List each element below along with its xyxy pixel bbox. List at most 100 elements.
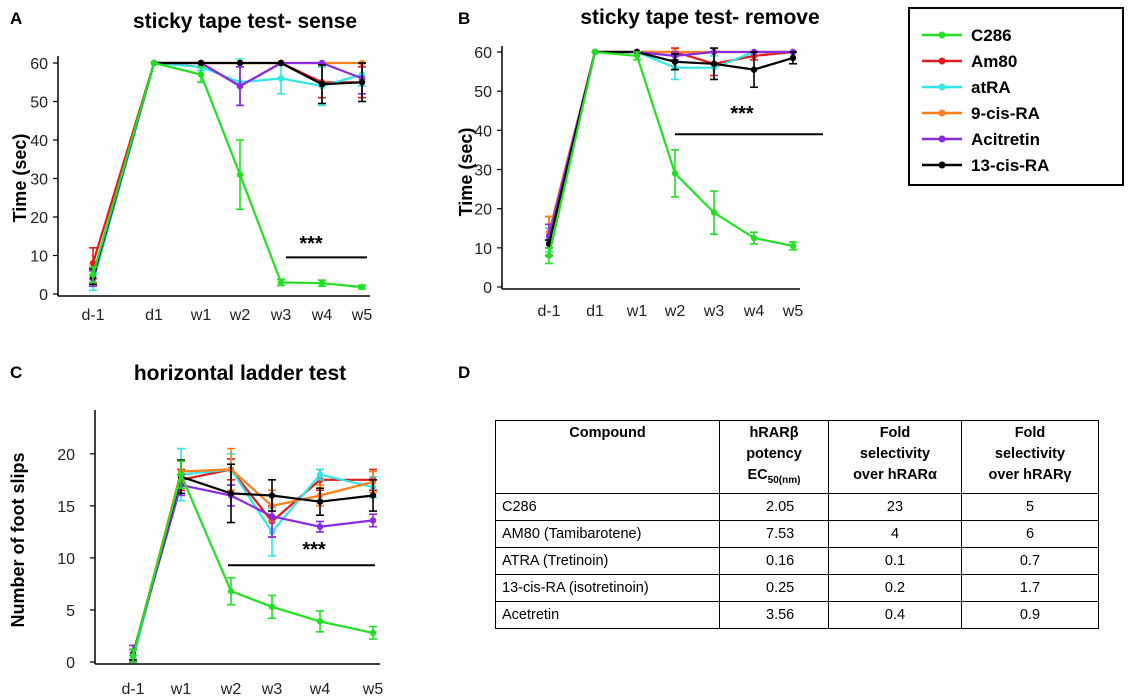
chart-b-x-tick-label: w5 [782,303,804,320]
chart-a-ylabel: Time (sec) [10,134,30,223]
chart-c-series-acitretin-point [268,513,276,520]
chart-a-x-tick-label: w3 [270,307,292,324]
chart-a-y-tick-label: 60 [30,56,48,73]
chart-c-ylabel: Number of foot slips [8,453,28,628]
chart-b-x-tick-label: w2 [664,303,686,320]
table-cell-alpha: 23 [828,492,962,521]
header-alpha-line3: over hRARα [853,467,937,483]
chart-b-series-9-cis-ra [545,48,797,249]
chart-b-y-tick-label: 50 [474,84,492,101]
chart-a-series-13-cis-ra-point [236,59,244,67]
chart-a-series-c286-point [236,171,244,178]
chart-a-series-13-cis-ra-point [197,59,205,67]
table-cell-gamma: 0.7 [961,546,1099,575]
chart-c-series-c286-point [369,629,377,637]
legend-item: C286 [922,26,1012,45]
legend-marker [938,161,946,169]
table-row: ATRA (Tretinoin) 0.16 0.1 0.7 [495,546,1099,575]
header-gamma-line2: selectivity [994,446,1066,462]
table-cell-compound: 13-cis-RA (isotretinoin) [495,573,720,602]
chart-a-series-atra [89,58,366,291]
chart-a-x-tick-label: w1 [190,307,212,324]
chart-b-series-c286-point [789,242,797,250]
chart-a-y-tick-label: 50 [30,95,48,112]
chart-c-series-am80-line [131,468,373,657]
chart-b-x-tick-label: d-1 [537,303,560,320]
chart-b-significance-label: *** [730,103,754,125]
header-potency-subscript: 50(nm) [767,474,801,486]
chart-b-series-13-cis-ra-point [671,58,679,65]
chart-b-series-c286-point [710,209,718,216]
chart-a-series-am80-point [89,260,97,267]
table-cell-potency: 7.53 [719,519,829,548]
legend-item: Am80 [922,52,1017,71]
chart-c-series-acitretin-point [316,523,324,530]
table-cell-alpha: 0.2 [828,573,962,602]
chart-b-plot: 0 10 20 30 40 50 60 d-1 d1 w1 w2 w3 w4 w5 *** [474,45,823,320]
table-row: Acetretin 3.56 0.4 0.9 [495,600,1099,629]
table-row: AM80 (Tamibarotene) 7.53 4 6 [495,519,1099,548]
chart-a-y-tick-label: 40 [30,133,48,150]
chart-a-series-c286-point [150,59,158,67]
chart-a-y-tick-label: 10 [30,249,48,266]
chart-b-x-tick-label: d1 [586,303,604,320]
legend-marker [938,109,946,117]
chart-a-series-13-cis-ra-point [358,79,366,86]
table-cell-alpha: 0.4 [828,600,962,629]
chart-a-x-tick-label: w5 [351,307,373,324]
chart-a-series-13-cis-ra-point [318,80,326,88]
chart-b-series-c286-point [671,170,679,177]
chart-a-series-am80 [89,59,366,280]
chart-a-plot: 0 10 20 30 40 50 60 d-1 d1 w1 w2 w3 w4 w5 *** [30,56,372,324]
panel-label-c: C [10,363,22,382]
chart-a-significance-label: *** [299,233,323,255]
chart-c-y-tick-label: 10 [57,551,75,568]
chart-b-y-tick-label: 0 [483,280,492,297]
chart-a-series-c286-point [318,280,326,287]
chart-a-series-c286-point [197,71,205,78]
chart-c-y-tick-label: 0 [66,655,75,672]
legend-item: 9-cis-RA [922,104,1040,123]
panel-label-b: B [458,9,470,28]
chart-c-plot: 0 5 10 15 20 d-1 w1 w2 w3 w4 w5 *** [57,410,383,698]
chart-b-ylabel: Time (sec) [456,128,476,217]
chart-c-x-tick-label: w4 [309,681,331,698]
chart-c-x-tick-label: w1 [170,681,192,698]
chart-c-series-c286-point [227,588,235,595]
chart-b-series-13-cis-ra-point [750,66,758,73]
chart-c-series-13-cis-ra-point [227,490,235,497]
chart-b-series-acitretin [545,48,797,249]
chart-c-x-tick-label: d-1 [121,681,144,698]
chart-b-y-tick-label: 40 [474,123,492,140]
chart-a-y-tick-label: 20 [30,210,48,227]
chart-b-series-c286-point [545,252,553,259]
header-potency-line2: potency [746,446,802,462]
chart-c-series-c286 [129,460,377,663]
chart-c-x-tick-label: w2 [220,681,242,698]
chart-b-series-atra [545,48,797,253]
table-cell-gamma: 5 [961,492,1099,521]
chart-c-series-c286-point [129,652,137,659]
chart-b-series-13-cis-ra-point [789,54,797,62]
chart-c-series-acitretin-point [369,517,377,524]
panel-label-a: A [10,9,22,28]
header-alpha-line2: selectivity [859,446,931,462]
chart-c-series-13-cis-ra-point [316,498,324,505]
chart-b-x-tick-label: w1 [626,303,648,320]
chart-a-x-tick-label: w2 [229,307,251,324]
chart-a-y-tick-label: 30 [30,172,48,189]
chart-c-series-acitretin-line [131,483,374,655]
chart-b-series-c286-point [591,48,599,56]
chart-b-series-13-cis-ra [545,47,797,249]
table-cell-potency: 0.25 [719,573,829,602]
chart-a-title: sticky tape test- sense [133,10,357,33]
chart-a-series-13-cis-ra [89,59,366,286]
legend-marker [938,83,946,91]
panel-label-d: D [458,363,470,382]
selectivity-table: Compound hRARβ potency EC50(nm) Fold sel… [495,420,1099,629]
chart-c-y-tick-label: 20 [57,447,75,464]
table-cell-alpha: 0.1 [828,546,962,575]
header-compound-text: Compound [569,425,646,441]
chart-b-series-c286-point [633,52,641,60]
